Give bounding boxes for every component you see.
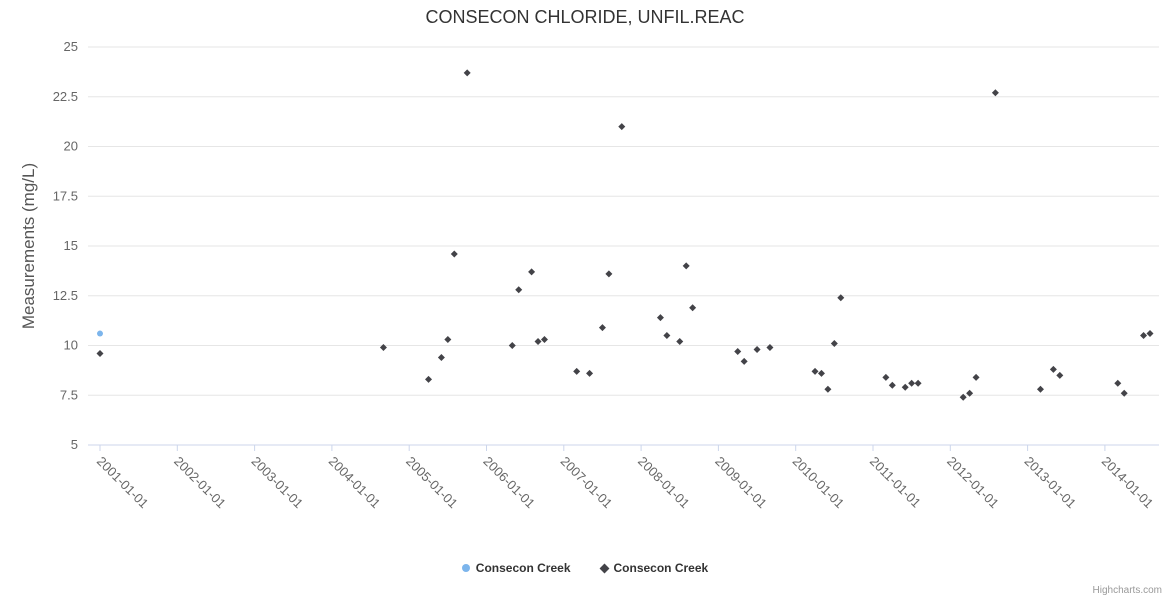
data-point[interactable] — [450, 250, 458, 258]
data-point[interactable] — [534, 338, 542, 346]
y-tick-label: 17.5 — [53, 188, 78, 203]
x-tick-label: 2005-01-01 — [403, 454, 461, 512]
y-tick-label: 7.5 — [60, 387, 78, 402]
x-tick-label: 2011-01-01 — [867, 454, 924, 511]
y-tick-label: 25 — [64, 39, 78, 54]
data-point[interactable] — [901, 383, 909, 391]
data-point[interactable] — [682, 262, 690, 270]
data-point[interactable] — [830, 340, 838, 348]
diamond-marker-icon — [599, 563, 609, 573]
data-point[interactable] — [425, 375, 433, 383]
data-point[interactable] — [1114, 379, 1122, 387]
data-point[interactable] — [1140, 332, 1148, 340]
data-point[interactable] — [618, 123, 626, 131]
data-point[interactable] — [437, 353, 445, 361]
y-tick-label: 20 — [64, 139, 78, 154]
data-point[interactable] — [573, 367, 581, 375]
data-point[interactable] — [1036, 385, 1044, 393]
data-point[interactable] — [966, 389, 974, 397]
data-point[interactable] — [508, 342, 516, 349]
data-point[interactable] — [1056, 371, 1064, 379]
data-point[interactable] — [972, 373, 980, 381]
data-point[interactable] — [914, 379, 922, 387]
data-point[interactable] — [463, 69, 471, 77]
highcharts-credit[interactable]: Highcharts.com — [1092, 585, 1162, 596]
x-tick-label: 2009-01-01 — [712, 454, 770, 512]
data-point[interactable] — [888, 381, 896, 389]
x-tick-label: 2001-01-01 — [94, 454, 152, 512]
y-tick-label: 15 — [64, 238, 78, 253]
data-point[interactable] — [882, 373, 890, 381]
x-tick-label: 2002-01-01 — [171, 454, 229, 512]
data-point[interactable] — [908, 379, 916, 387]
data-point[interactable] — [1049, 365, 1057, 373]
data-point[interactable] — [656, 314, 664, 322]
y-tick-label: 10 — [64, 338, 78, 353]
x-tick-label: 2010-01-01 — [790, 454, 848, 512]
x-tick-label: 2008-01-01 — [635, 454, 693, 512]
x-tick-label: 2006-01-01 — [480, 454, 538, 512]
y-axis-title: Measurements (mg/L) — [19, 162, 38, 330]
x-tick-label: 2014-01-01 — [1099, 454, 1157, 512]
data-point[interactable] — [1120, 389, 1128, 397]
data-point[interactable] — [811, 367, 819, 375]
circle-marker-icon — [461, 564, 470, 572]
data-point[interactable] — [540, 336, 548, 344]
data-point[interactable] — [766, 343, 774, 351]
legend-item-consecon-creek-circle[interactable]: Consecon Creek — [461, 561, 571, 575]
data-point[interactable] — [598, 324, 606, 332]
data-point[interactable] — [689, 304, 697, 312]
y-tick-label: 22.5 — [53, 89, 78, 104]
x-tick-label: 2013-01-01 — [1021, 454, 1079, 512]
y-tick-label: 12.5 — [53, 288, 78, 303]
data-point[interactable] — [824, 385, 832, 393]
y-axis-title-box: Measurements (mg/L) — [8, 47, 50, 445]
x-tick-label: 2004-01-01 — [326, 454, 384, 512]
data-point[interactable] — [676, 338, 684, 346]
data-point[interactable] — [959, 393, 967, 401]
data-point[interactable] — [817, 369, 825, 377]
data-point[interactable] — [740, 357, 748, 365]
data-point[interactable] — [444, 336, 452, 344]
legend-item-consecon-creek-diamond[interactable]: Consecon Creek — [599, 561, 709, 575]
data-point[interactable] — [528, 268, 536, 276]
legend-label: Consecon Creek — [475, 561, 571, 575]
data-point[interactable] — [837, 294, 845, 302]
data-point[interactable] — [663, 332, 671, 340]
data-point[interactable] — [379, 343, 387, 351]
data-point[interactable] — [605, 270, 613, 278]
chart-title: CONSECON CHLORIDE, UNFIL.REAC — [425, 7, 745, 27]
legend-label: Consecon Creek — [613, 561, 709, 575]
data-point[interactable] — [1146, 330, 1154, 338]
x-tick-label: 2003-01-01 — [248, 454, 306, 512]
data-point[interactable] — [991, 89, 999, 97]
y-tick-label: 5 — [71, 437, 78, 452]
data-point[interactable] — [734, 347, 742, 355]
x-tick-label: 2012-01-01 — [944, 454, 1002, 512]
data-point[interactable] — [96, 349, 104, 357]
data-point[interactable] — [753, 345, 761, 353]
data-point[interactable] — [515, 286, 523, 294]
legend: Consecon Creek Consecon Creek — [0, 561, 1170, 575]
data-point[interactable] — [586, 369, 594, 377]
data-point[interactable] — [97, 330, 103, 337]
x-tick-label: 2007-01-01 — [558, 454, 616, 512]
